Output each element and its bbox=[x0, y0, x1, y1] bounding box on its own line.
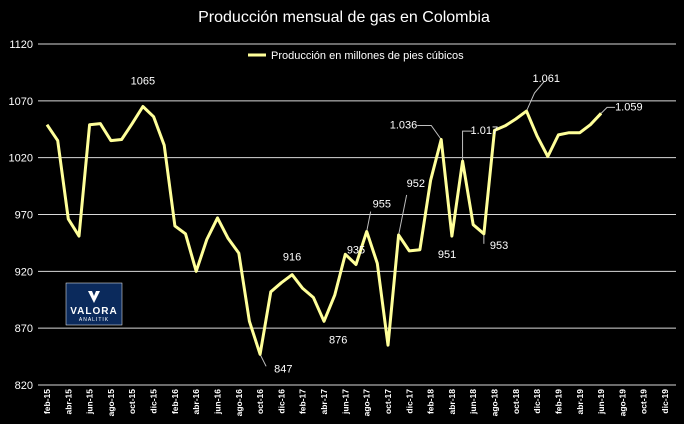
legend: Producción en millones de pies cúbicos bbox=[248, 50, 464, 62]
x-tick-label: dic-16 bbox=[276, 389, 286, 414]
valora-logo: VALORA ANALITIK bbox=[65, 282, 123, 326]
x-tick-label: abr-17 bbox=[319, 389, 329, 415]
x-tick-label: jun-16 bbox=[212, 389, 222, 415]
data-label: 1.017 bbox=[471, 125, 499, 137]
logo-background bbox=[65, 282, 123, 326]
x-tick-label: abr-19 bbox=[575, 389, 585, 415]
x-tick-label: dic-17 bbox=[404, 389, 414, 414]
data-label: 935 bbox=[347, 245, 365, 257]
x-tick-label: dic-15 bbox=[149, 389, 159, 414]
data-label: 955 bbox=[373, 199, 391, 211]
label-leaders bbox=[259, 80, 616, 367]
x-tick-label: feb-16 bbox=[170, 389, 180, 414]
x-axis-ticks: feb-15 abr-15 jun-15 ago-15 oct-15 dic-15 feb-… bbox=[42, 389, 670, 417]
x-tick-label: dic-19 bbox=[660, 389, 670, 414]
x-tick-label: ago-19 bbox=[617, 389, 627, 417]
data-label-leader bbox=[398, 194, 408, 236]
data-label: 916 bbox=[283, 252, 301, 264]
data-label: 951 bbox=[438, 249, 456, 261]
x-tick-label: feb-15 bbox=[42, 389, 52, 414]
data-label: 1.059 bbox=[615, 101, 643, 113]
x-tick-label: feb-18 bbox=[426, 389, 436, 414]
data-label-leader bbox=[526, 80, 545, 112]
x-tick-label: feb-19 bbox=[553, 389, 563, 414]
x-tick-label: ago-15 bbox=[106, 389, 116, 417]
chart-title: Producción mensual de gas en Colombia bbox=[198, 9, 490, 26]
data-label-leader bbox=[462, 130, 473, 162]
x-tick-label: oct-16 bbox=[255, 389, 265, 414]
series-line bbox=[45, 105, 603, 356]
data-label: 952 bbox=[407, 178, 425, 190]
x-tick-label: feb-17 bbox=[298, 389, 308, 414]
x-tick-label: abr-15 bbox=[63, 389, 73, 415]
logo-subtitle: ANALITIK bbox=[79, 317, 109, 323]
x-tick-label: abr-16 bbox=[191, 389, 201, 415]
x-tick-label: oct-17 bbox=[383, 389, 393, 414]
data-label-leader bbox=[366, 211, 372, 232]
y-tick-label: 920 bbox=[15, 266, 33, 278]
legend-label: Producción en millones de pies cúbicos bbox=[271, 50, 464, 62]
data-label: 1.061 bbox=[532, 73, 560, 85]
data-label: 1.036 bbox=[390, 119, 418, 131]
data-label: 847 bbox=[274, 363, 292, 375]
data-label-leader bbox=[417, 124, 442, 140]
logo-mark-icon bbox=[88, 291, 100, 303]
y-tick-label: 870 bbox=[15, 323, 33, 335]
y-tick-label: 1020 bbox=[9, 153, 33, 165]
x-tick-label: abr-18 bbox=[447, 389, 457, 415]
x-tick-label: jun-15 bbox=[85, 389, 95, 415]
x-tick-label: oct-19 bbox=[639, 389, 649, 414]
x-tick-label: oct-18 bbox=[511, 389, 521, 414]
data-label: 953 bbox=[490, 240, 508, 252]
x-tick-label: jun-18 bbox=[468, 389, 478, 415]
gridlines bbox=[38, 43, 676, 386]
x-tick-label: ago-16 bbox=[234, 389, 244, 417]
data-label: 1065 bbox=[131, 76, 155, 88]
x-tick-label: ago-17 bbox=[362, 389, 372, 417]
x-tick-label: ago-18 bbox=[490, 389, 500, 417]
x-tick-label: jun-19 bbox=[596, 389, 606, 415]
data-label-leader bbox=[600, 106, 616, 114]
data-label: 876 bbox=[329, 334, 347, 346]
x-tick-label: oct-15 bbox=[127, 389, 137, 414]
data-labels: 1065 847 916 876 935 955 952 1.036 951 1.017 953 1.… bbox=[131, 73, 643, 375]
logo-name: VALORA bbox=[70, 306, 117, 317]
y-tick-label: 970 bbox=[15, 210, 33, 222]
y-axis-ticks: 820 870 920 970 1020 1070 1120 bbox=[9, 39, 33, 392]
y-tick-label: 1120 bbox=[9, 39, 33, 51]
y-tick-label: 820 bbox=[15, 380, 33, 392]
x-tick-label: jun-17 bbox=[340, 389, 350, 415]
x-tick-label: dic-18 bbox=[532, 389, 542, 414]
data-label-leader bbox=[259, 354, 267, 367]
y-tick-label: 1070 bbox=[9, 96, 33, 108]
